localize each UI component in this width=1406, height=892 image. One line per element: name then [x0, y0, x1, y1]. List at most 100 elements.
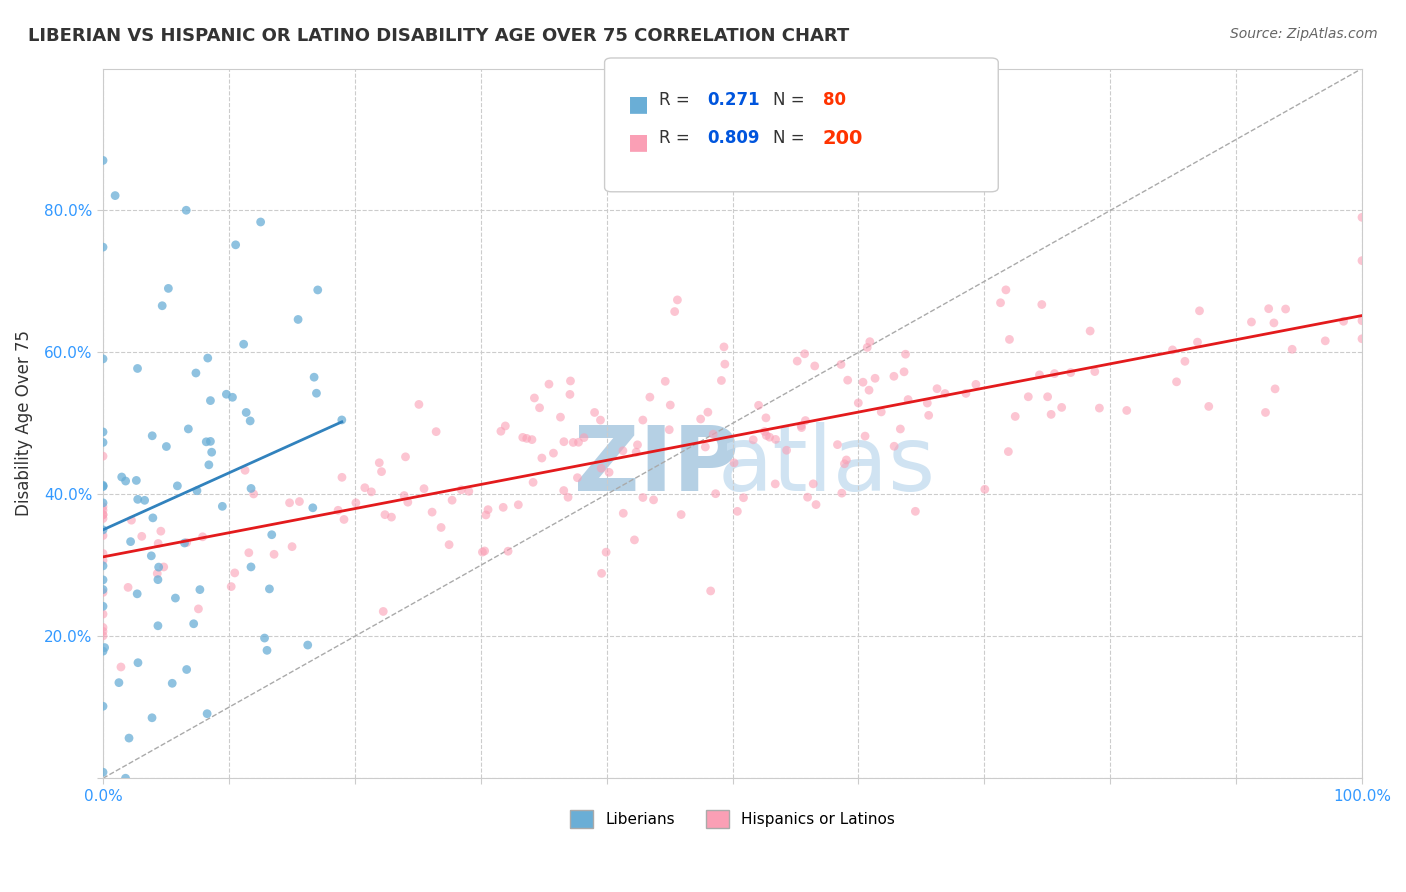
Point — [370, 465, 392, 479]
Point — [191, 530, 214, 544]
Point — [643, 492, 665, 507]
Point — [846, 396, 869, 410]
Text: R =: R = — [659, 129, 696, 147]
Point — [396, 495, 419, 509]
Point — [287, 312, 309, 326]
Point — [91, 585, 114, 599]
Point — [801, 476, 824, 491]
Point — [522, 475, 544, 490]
Point — [695, 440, 717, 454]
Point — [91, 479, 114, 493]
Point — [560, 374, 582, 388]
Point — [934, 386, 956, 401]
Point — [834, 457, 856, 471]
Point — [232, 337, 254, 351]
Point — [91, 240, 114, 254]
Point — [973, 483, 995, 497]
Point — [1040, 408, 1063, 422]
Text: Source: ZipAtlas.com: Source: ZipAtlas.com — [1230, 27, 1378, 41]
Point — [430, 520, 453, 534]
Point — [529, 401, 551, 415]
Point — [263, 547, 285, 561]
Point — [1198, 400, 1220, 414]
Point — [110, 660, 132, 674]
Point — [758, 430, 780, 444]
Text: ■: ■ — [628, 132, 650, 152]
Point — [567, 435, 589, 450]
Point — [1050, 401, 1073, 415]
Point — [516, 431, 538, 445]
Point — [224, 566, 246, 580]
Point — [373, 604, 395, 618]
Point — [537, 377, 560, 392]
Point — [863, 371, 886, 385]
Point — [200, 434, 222, 449]
Point — [233, 463, 256, 477]
Point — [120, 534, 142, 549]
Point — [496, 544, 519, 558]
Point — [114, 771, 136, 785]
Point — [183, 616, 205, 631]
Point — [543, 446, 565, 460]
Point — [858, 383, 880, 397]
Point — [1060, 366, 1083, 380]
Point — [925, 382, 948, 396]
Point — [489, 424, 512, 438]
Point — [748, 398, 770, 412]
Point — [91, 478, 114, 492]
Point — [305, 386, 328, 401]
Point — [725, 504, 748, 518]
Point — [471, 545, 494, 559]
Point — [120, 513, 142, 527]
Point — [1254, 405, 1277, 419]
Point — [1043, 367, 1066, 381]
Point — [794, 413, 817, 427]
Point — [917, 396, 939, 410]
Point — [1088, 401, 1111, 415]
Text: 0.271: 0.271 — [707, 91, 759, 109]
Point — [104, 188, 127, 202]
Point — [1333, 314, 1355, 328]
Point — [1281, 343, 1303, 357]
Point — [219, 580, 242, 594]
Point — [796, 490, 818, 504]
Point — [330, 413, 353, 427]
Point — [1078, 324, 1101, 338]
Point — [91, 523, 114, 537]
Point — [624, 445, 647, 459]
Point — [450, 483, 472, 497]
Point — [859, 334, 882, 349]
Point — [1017, 390, 1039, 404]
Point — [631, 491, 654, 505]
Point — [188, 582, 211, 597]
Point — [990, 295, 1012, 310]
Point — [1036, 390, 1059, 404]
Point — [790, 418, 813, 433]
Point — [591, 566, 613, 581]
Point — [413, 482, 436, 496]
Point — [125, 474, 148, 488]
Point — [91, 607, 114, 621]
Point — [187, 602, 209, 616]
Point — [239, 414, 262, 428]
Point — [558, 387, 581, 401]
Point — [664, 304, 686, 318]
Point — [1161, 343, 1184, 357]
Point — [474, 544, 496, 558]
Point — [394, 450, 416, 464]
Point — [733, 491, 755, 505]
Text: LIBERIAN VS HISPANIC OR LATINO DISABILITY AGE OVER 75 CORRELATION CHART: LIBERIAN VS HISPANIC OR LATINO DISABILIT… — [28, 27, 849, 45]
Point — [669, 508, 692, 522]
Text: R =: R = — [659, 91, 696, 109]
Point — [790, 420, 813, 434]
Point — [91, 599, 114, 614]
Point — [186, 483, 208, 498]
Point — [883, 369, 905, 384]
Point — [174, 203, 197, 218]
Point — [91, 425, 114, 439]
Point — [91, 699, 114, 714]
Point — [755, 410, 778, 425]
Point — [131, 529, 153, 543]
Point — [91, 435, 114, 450]
Point — [142, 511, 165, 525]
